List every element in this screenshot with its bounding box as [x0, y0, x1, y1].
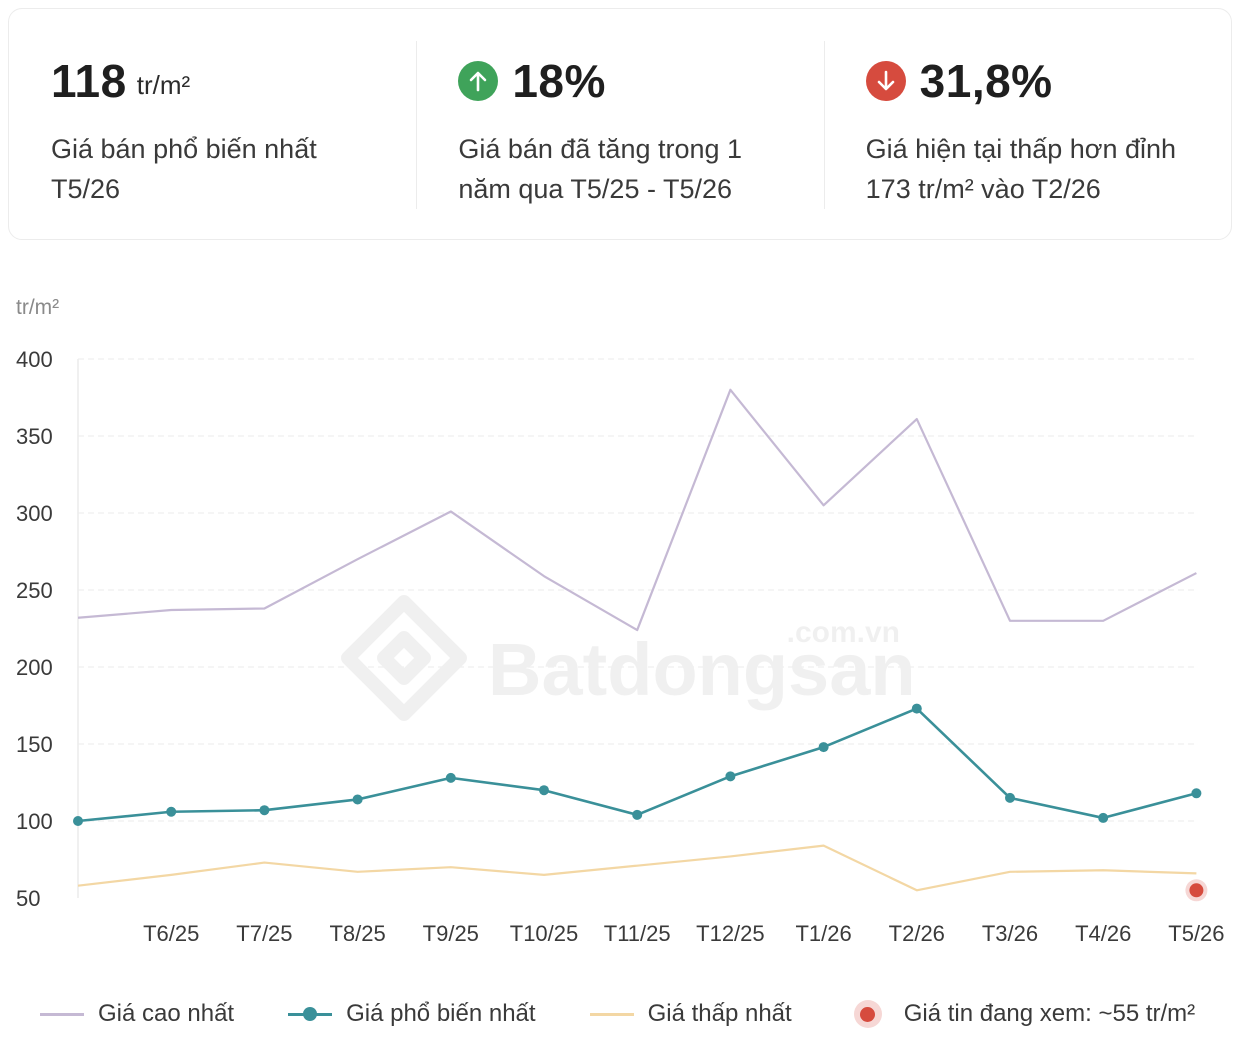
- x-tick-label: T1/26: [795, 921, 851, 946]
- stat-value: 18%: [512, 55, 606, 107]
- x-tick-label: T8/25: [329, 921, 385, 946]
- stat-description-line: Giá bán đã tăng trong 1: [458, 134, 743, 164]
- y-tick-label: 300: [16, 501, 53, 526]
- stat-description-line: Giá bán phổ biến nhất: [51, 134, 317, 164]
- x-axis-ticks: T6/25 T7/25 T8/25 T9/25 T10/25 T11/25 T12/25 T1…: [143, 921, 1224, 946]
- data-point[interactable]: [1098, 812, 1109, 823]
- legend-swatch: [589, 1004, 634, 1024]
- stat-common-price: 118 tr/m² Giá bán phổ biến nhất T5/26: [9, 9, 416, 239]
- watermark-logo: [341, 595, 467, 721]
- series-line-1: [77, 388, 1197, 632]
- data-point[interactable]: [539, 785, 549, 796]
- x-tick-label: T6/25: [143, 921, 199, 946]
- y-tick-label: 200: [16, 655, 53, 680]
- data-point[interactable]: [632, 809, 643, 820]
- highlight-marker: [1185, 879, 1208, 902]
- stat-value: 118: [51, 55, 127, 107]
- series-line-2: [77, 707, 1197, 823]
- x-tick-label: T4/26: [1075, 921, 1131, 946]
- x-tick-label: T3/26: [982, 921, 1038, 946]
- y-tick-label: 350: [16, 424, 53, 449]
- stat-yearly-change: 18% Giá bán đã tăng trong 1 năm qua T5/2…: [416, 9, 823, 239]
- stat-description: Giá bán phổ biến nhất T5/26: [51, 129, 371, 209]
- data-point[interactable]: [818, 742, 829, 753]
- data-point[interactable]: [445, 772, 456, 783]
- legend-label: Giá phổ biến nhất: [346, 1000, 536, 1027]
- watermark-suffix: .com.vn: [787, 616, 900, 649]
- stat-unit: tr/m²: [136, 69, 191, 100]
- y-axis-unit-label: tr/m²: [16, 296, 59, 319]
- legend-item-current-listing[interactable]: Giá tin đang xem: ~55 tr/m²: [846, 1000, 1195, 1028]
- x-tick-label: T5/26: [1168, 921, 1224, 946]
- x-tick-label: T7/25: [236, 921, 292, 946]
- data-series: [73, 388, 1202, 892]
- x-tick-label: T12/25: [696, 921, 765, 946]
- stat-description: Giá hiện tại thấp hơn đỉnh 173 tr/m² vào…: [866, 129, 1186, 209]
- stat-description-line: T5/26: [51, 174, 121, 204]
- legend-label: Giá cao nhất: [98, 1000, 235, 1027]
- stat-value: 31,8%: [919, 55, 1053, 107]
- legend-swatch: [288, 1004, 333, 1024]
- stats-card: 118 tr/m² Giá bán phổ biến nhất T5/26 18…: [8, 8, 1232, 240]
- legend-dot: [853, 1000, 882, 1028]
- x-tick-label: T10/25: [510, 921, 579, 946]
- watermark: Batdongsan .com.vn: [341, 595, 916, 721]
- y-tick-label: 100: [16, 809, 53, 834]
- legend-label: Giá tin đang xem: ~55 tr/m²: [903, 1000, 1196, 1027]
- data-point[interactable]: [259, 805, 270, 816]
- data-point[interactable]: [73, 816, 83, 826]
- data-point[interactable]: [1191, 788, 1202, 799]
- stat-peak-difference: 31,8% Giá hiện tại thấp hơn đỉnh 173 tr/…: [823, 9, 1231, 239]
- grid-lines: [78, 358, 1198, 822]
- stat-description-line: Giá hiện tại thấp hơn đỉnh: [865, 134, 1177, 164]
- arrow-down-icon: [865, 61, 906, 101]
- legend-item-common[interactable]: Giá phổ biến nhất: [288, 1000, 536, 1028]
- series-line-3: [77, 844, 1197, 892]
- legend-swatch: [40, 1004, 84, 1024]
- stat-description-line: năm qua T5/25 - T5/26: [458, 174, 733, 204]
- data-point[interactable]: [166, 806, 177, 817]
- watermark-brand: Batdongsan: [488, 628, 916, 711]
- legend-item-highest[interactable]: Giá cao nhất: [40, 1000, 234, 1028]
- legend-label: Giá thấp nhất: [647, 1000, 792, 1027]
- chart-legend: Giá cao nhất Giá phổ biến nhất Giá thấp …: [40, 994, 1195, 1034]
- arrow-up-icon: [458, 61, 499, 101]
- y-axis-ticks: 400 350 300 250 200 150 100 50: [16, 347, 53, 911]
- x-tick-label: T9/25: [423, 921, 479, 946]
- y-tick-label: 150: [16, 732, 53, 757]
- stat-description: Giá bán đã tăng trong 1 năm qua T5/25 - …: [458, 129, 778, 209]
- x-tick-label: T2/26: [889, 921, 945, 946]
- x-tick-label: T11/25: [604, 921, 671, 946]
- legend-item-lowest[interactable]: Giá thấp nhất: [589, 1000, 792, 1028]
- stat-description-line: 173 tr/m² vào T2/26: [865, 174, 1101, 204]
- y-tick-label: 50: [16, 886, 40, 911]
- price-line-chart: Batdongsan .com.vn tr/m² 400 350 300 250 200…: [16, 296, 1225, 946]
- y-tick-label: 400: [16, 347, 53, 372]
- y-tick-label: 250: [16, 578, 53, 603]
- data-point[interactable]: [911, 703, 922, 714]
- data-point[interactable]: [1005, 792, 1015, 803]
- data-point[interactable]: [352, 794, 363, 805]
- highlight-point[interactable]: [1189, 883, 1204, 898]
- data-point[interactable]: [725, 771, 736, 782]
